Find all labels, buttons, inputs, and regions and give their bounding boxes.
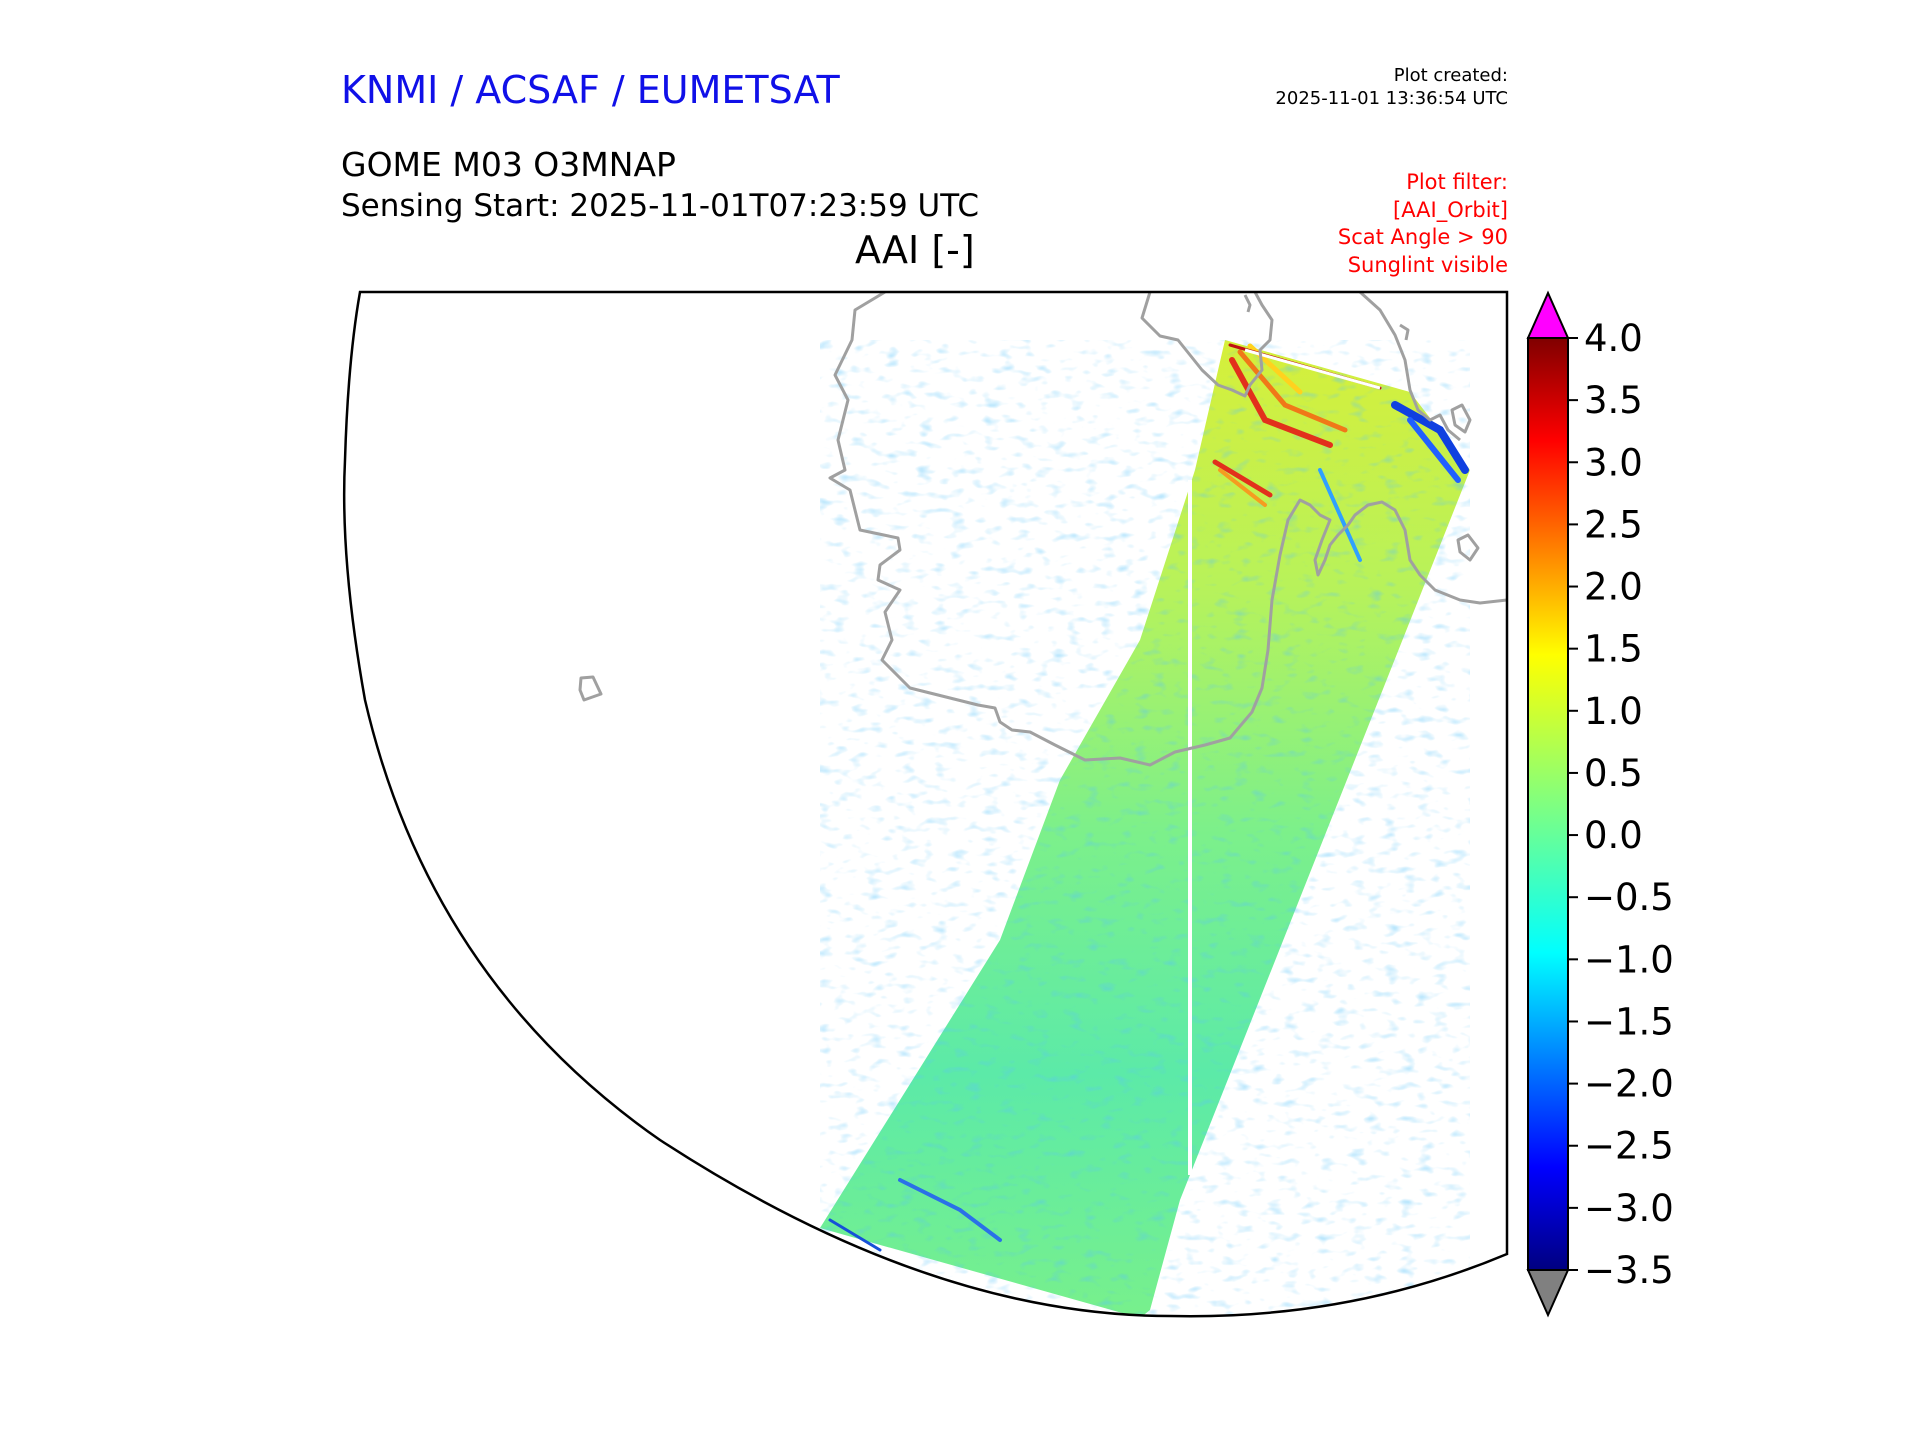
colorbar-tick-label: 2.5 xyxy=(1584,503,1643,546)
colorbar-under-extension xyxy=(1526,1269,1570,1318)
colorbar-tick-label: 0.5 xyxy=(1584,752,1643,795)
colorbar-tick-label: −2.0 xyxy=(1584,1063,1674,1106)
colorbar-tick-label: −1.5 xyxy=(1584,1000,1674,1043)
colorbar-over-extension xyxy=(1526,290,1570,339)
coastline-island-small xyxy=(578,675,603,702)
colorbar-tick-label: −3.0 xyxy=(1584,1187,1674,1230)
colorbar-tick-label: 1.0 xyxy=(1584,690,1643,733)
coastline-antarctica xyxy=(828,292,1508,767)
colorbar-tick-label: −1.0 xyxy=(1584,938,1674,981)
colorbar-tick-label: 3.5 xyxy=(1584,379,1643,422)
coastline-peninsula-east xyxy=(1358,292,1461,442)
plot-filter-sunglint: Sunglint visible xyxy=(1347,253,1508,277)
colorbar-tick-label: 0.0 xyxy=(1584,814,1643,857)
colorbar-tick-label: −0.5 xyxy=(1584,876,1674,919)
coastline-island-ne xyxy=(1456,533,1480,562)
plot-created-time: 2025-11-01 13:36:54 UTC xyxy=(1275,88,1508,109)
plot-created-label: Plot created: xyxy=(1393,65,1508,86)
coastline-island-tiny-2 xyxy=(1399,323,1410,341)
colorbar-tick-label: −3.5 xyxy=(1584,1249,1674,1292)
colorbar-tick-label: −2.5 xyxy=(1584,1125,1674,1168)
header-title: KNMI / ACSAF / EUMETSAT xyxy=(341,68,840,112)
colorbar-ticks: 4.0 3.5 3.0 2.5 2.0 1.5 1.0 0.5 0.0 −0.5 −1.0 −1.5 −… xyxy=(1568,317,1674,1292)
coastlines xyxy=(578,292,1508,767)
plot-filter-heading: Plot filter: xyxy=(1406,170,1508,194)
coastline-island-tiny-1 xyxy=(1243,294,1252,313)
colorbar-tick-label: 1.5 xyxy=(1584,628,1643,671)
colorbar-tick-label: 4.0 xyxy=(1584,317,1643,360)
sensing-start: Sensing Start: 2025-11-01T07:23:59 UTC xyxy=(341,188,979,224)
product-name: GOME M03 O3MNAP xyxy=(341,145,676,184)
plot-filter-scat-angle: Scat Angle > 90 xyxy=(1337,225,1508,249)
map-frame xyxy=(342,290,1509,1318)
colorbar-gradient xyxy=(1527,337,1569,1271)
variable-title: AAI [-] xyxy=(855,228,975,272)
colorbar-tick-label: 2.0 xyxy=(1584,566,1643,609)
low-aai-region xyxy=(828,401,1469,1252)
aai-swath-texture xyxy=(820,340,1470,1317)
coastline-island-east xyxy=(1450,403,1472,434)
colorbar-tick-label: 3.0 xyxy=(1584,441,1643,484)
swath-gap-top xyxy=(1244,348,1381,390)
coastline-peninsula-north xyxy=(1140,292,1274,398)
map-content xyxy=(578,292,1508,1317)
plot-filter-orbit: [AAI_Orbit] xyxy=(1393,198,1508,222)
